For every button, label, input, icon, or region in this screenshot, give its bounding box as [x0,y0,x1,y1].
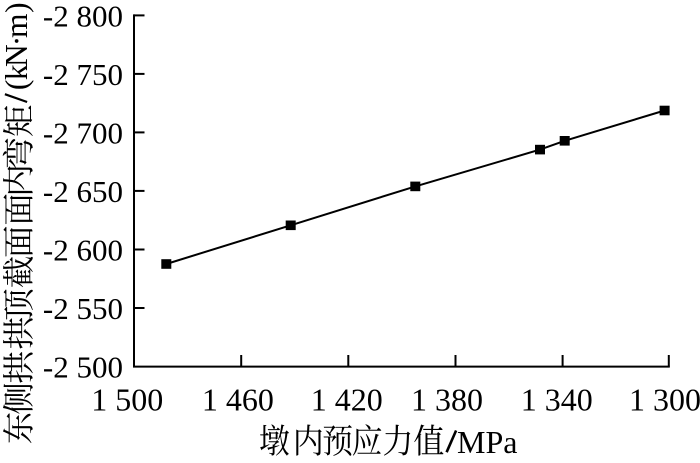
svg-text:1 500: 1 500 [91,382,163,418]
svg-text:-2 800: -2 800 [43,0,123,33]
svg-text:-2 750: -2 750 [43,57,123,92]
svg-text:): ) [0,2,34,13]
svg-text:m: m [0,13,34,38]
svg-text:1 460: 1 460 [202,382,274,418]
svg-text:·: · [0,36,34,47]
svg-text:N: N [0,44,34,67]
svg-text:-2 650: -2 650 [43,174,123,209]
svg-text:1 340: 1 340 [521,382,593,418]
svg-text:(: ( [0,80,34,91]
svg-text:k: k [0,64,34,80]
svg-text:-2 600: -2 600 [43,233,123,268]
svg-text:-2 550: -2 550 [43,291,123,326]
svg-text:1 380: 1 380 [411,382,483,418]
svg-text:-2 500: -2 500 [43,350,123,385]
svg-text:-2 700: -2 700 [43,115,123,150]
svg-text:MPa: MPa [457,424,517,460]
svg-text:1 420: 1 420 [311,382,383,418]
svg-text:1 300: 1 300 [629,382,700,418]
